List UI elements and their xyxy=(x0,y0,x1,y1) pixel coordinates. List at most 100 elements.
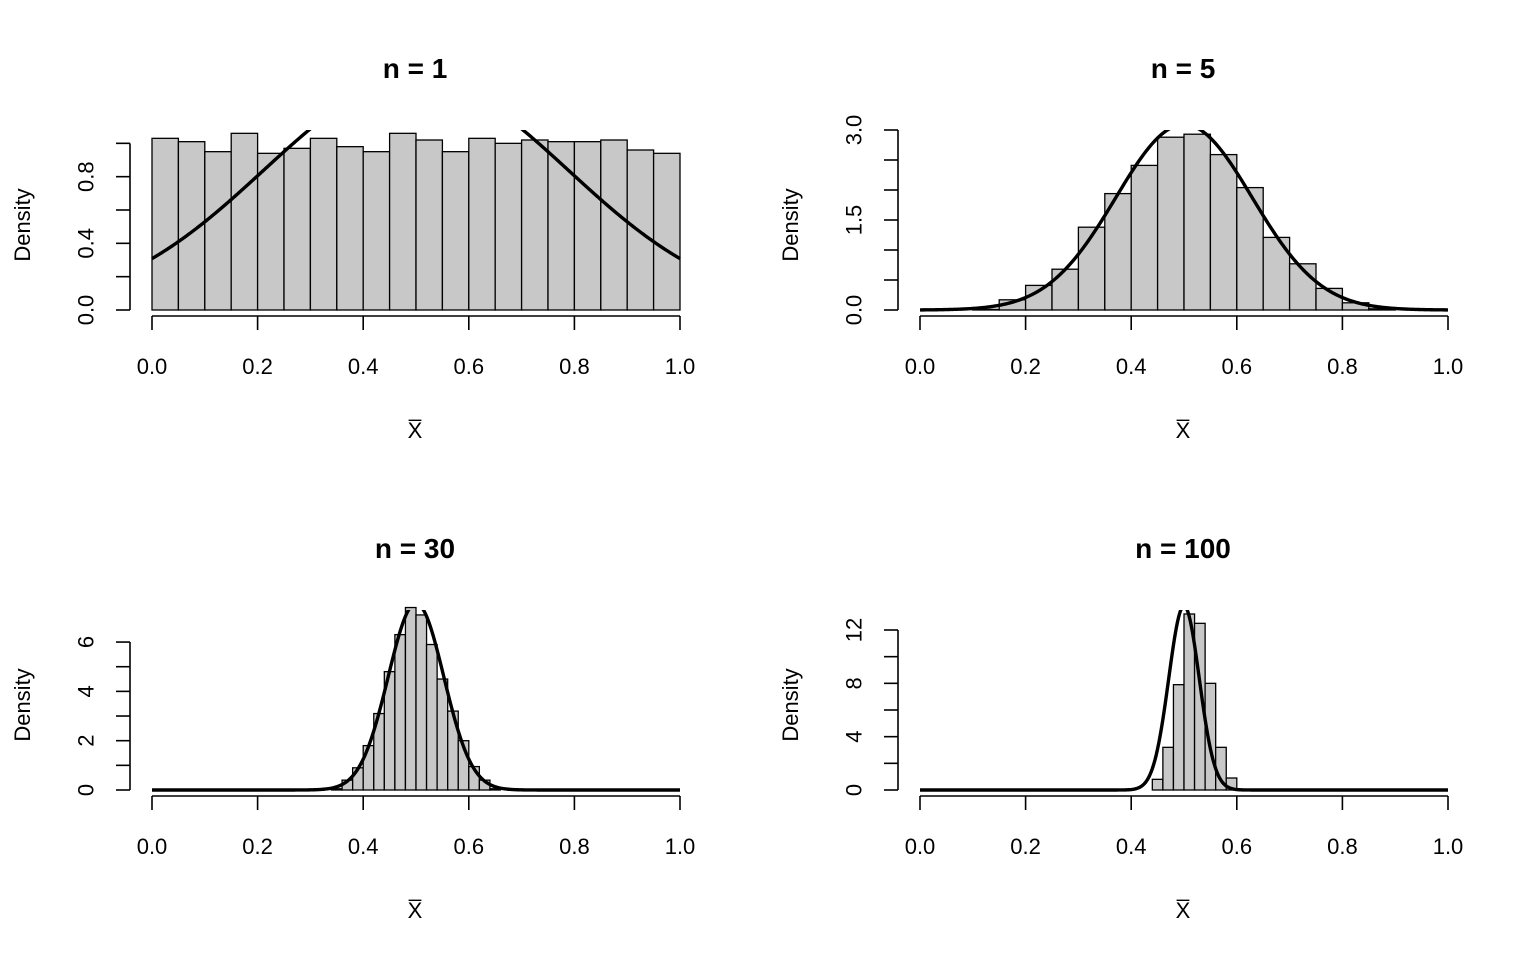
y-axis-label: Density xyxy=(778,188,803,261)
y-tick-label: 0.4 xyxy=(74,228,99,259)
histogram-bar xyxy=(415,139,444,311)
panel-n30: n = 30 Density X̅ 0.0 0.2 0.4 0.6 0.8 1.0 0 2 4 6 xyxy=(10,533,695,923)
panel-title: n = 5 xyxy=(1151,53,1216,84)
histogram-bar xyxy=(468,137,496,311)
x-tick-label: 0.8 xyxy=(559,354,590,379)
histogram-bar xyxy=(394,634,407,791)
x-tick-label: 0.6 xyxy=(454,834,485,859)
x-tick-label: 0.6 xyxy=(454,354,485,379)
histogram-bars xyxy=(972,133,1396,311)
histogram-bar xyxy=(256,152,285,311)
y-tick-label: 4 xyxy=(74,685,99,697)
histogram-bar xyxy=(1051,268,1080,311)
panel-n1: n = 1 Density X̅ 0.0 0.2 0.4 0.6 0.8 1.00.00.… xyxy=(10,53,695,443)
histogram-bar xyxy=(441,151,470,311)
histogram-bar xyxy=(1209,153,1238,311)
y-axis-label: Density xyxy=(10,188,35,261)
histogram-bar xyxy=(151,137,180,311)
panel-title: n = 30 xyxy=(375,533,455,564)
x-tick-label: 1.0 xyxy=(1433,354,1464,379)
x-axis-label: X̅ xyxy=(1176,898,1191,923)
x-tick-label: 0.2 xyxy=(1010,354,1041,379)
histogram-bar xyxy=(388,132,417,311)
panel-title: n = 100 xyxy=(1135,533,1231,564)
y-axis: 0 2 4 6 xyxy=(74,636,131,796)
density-curve xyxy=(151,130,681,261)
x-tick-label: 0.0 xyxy=(905,354,936,379)
histogram-bar xyxy=(336,146,364,311)
x-axis-label: X̅ xyxy=(1176,418,1191,443)
histogram-bar xyxy=(1130,164,1159,311)
panel-n5: n = 5 Density X̅ 0.0 0.2 0.4 0.6 0.8 1.0 0.0 1.… xyxy=(778,53,1463,443)
y-tick-label: 0 xyxy=(842,784,867,796)
histogram-bar xyxy=(600,139,628,311)
x-tick-label: 0.2 xyxy=(242,354,273,379)
histogram-bar xyxy=(283,147,312,311)
y-tick-label: 3.0 xyxy=(842,115,867,146)
y-axis: 0 4 8 12 xyxy=(842,618,899,796)
x-tick-label: 0.8 xyxy=(1327,354,1358,379)
y-tick-label: 0 xyxy=(74,784,99,796)
x-axis: 0.0 0.2 0.4 0.6 0.8 1.0 xyxy=(905,795,1464,859)
histogram-bar xyxy=(404,606,417,791)
histogram-bar xyxy=(1172,684,1185,791)
x-axis-label: X̅ xyxy=(408,898,423,923)
histogram-bar xyxy=(1162,746,1175,791)
x-tick-label: 0.0 xyxy=(137,354,168,379)
density-curve xyxy=(919,130,1449,312)
histogram-bar xyxy=(436,678,449,791)
histogram-bar xyxy=(652,152,681,311)
histogram-bar xyxy=(362,151,391,311)
y-tick-label: 2 xyxy=(74,735,99,747)
y-axis-label: Density xyxy=(778,668,803,741)
panel-n100: n = 100 Density X̅ 0.0 0.2 0.4 0.6 0.8 1.0 0 4 8… xyxy=(778,533,1463,923)
histogram-bar xyxy=(230,132,259,311)
histogram-bar xyxy=(520,139,549,311)
x-tick-label: 0.2 xyxy=(242,834,273,859)
histogram-bar xyxy=(1077,226,1106,311)
y-tick-label: 0.0 xyxy=(74,295,99,326)
histogram-bar xyxy=(457,740,470,791)
histogram-bar xyxy=(494,142,523,311)
x-axis-label: X̅ xyxy=(408,418,423,443)
histogram-bar xyxy=(204,151,232,311)
x-axis: 0.0 0.2 0.4 0.6 0.8 1.0 xyxy=(905,315,1464,379)
x-tick-label: 0.2 xyxy=(1010,834,1041,859)
histogram-bar xyxy=(309,137,338,311)
x-axis: 0.0 0.2 0.4 0.6 0.8 1.0 xyxy=(137,315,696,379)
panel-title: n = 1 xyxy=(383,53,448,84)
x-tick-label: 0.4 xyxy=(1116,354,1147,379)
y-tick-label: 0.8 xyxy=(74,161,99,192)
density-curve xyxy=(919,610,1449,792)
x-tick-label: 1.0 xyxy=(665,834,696,859)
x-tick-label: 0.6 xyxy=(1222,834,1253,859)
density-curve xyxy=(151,610,681,792)
y-tick-label: 6 xyxy=(74,636,99,648)
x-tick-label: 0.8 xyxy=(1327,834,1358,859)
x-axis: 0.0 0.2 0.4 0.6 0.8 1.0 xyxy=(137,795,696,859)
x-tick-label: 1.0 xyxy=(665,354,696,379)
y-tick-label: 1.5 xyxy=(842,205,867,236)
histogram-bar xyxy=(425,643,438,791)
y-tick-label: 12 xyxy=(842,618,867,642)
x-tick-label: 0.0 xyxy=(905,834,936,859)
histogram-bar xyxy=(547,141,576,311)
x-tick-label: 0.4 xyxy=(1116,834,1147,859)
histogram-bar xyxy=(415,614,428,791)
y-axis-label: Density xyxy=(10,668,35,741)
histogram-bar xyxy=(1204,682,1217,791)
histogram-bars xyxy=(151,132,681,311)
y-tick-label: 8 xyxy=(842,677,867,689)
histogram-bar xyxy=(573,141,602,311)
y-tick-label: 4 xyxy=(842,731,867,743)
x-tick-label: 0.8 xyxy=(559,834,590,859)
y-tick-label: 0.0 xyxy=(842,295,867,326)
x-tick-label: 0.4 xyxy=(348,354,379,379)
x-tick-label: 0.0 xyxy=(137,834,168,859)
x-tick-label: 1.0 xyxy=(1433,834,1464,859)
histogram-bar xyxy=(1151,778,1164,791)
histogram-bar xyxy=(1156,136,1185,311)
x-tick-label: 0.4 xyxy=(348,834,379,859)
histogram-bar xyxy=(1183,133,1212,311)
